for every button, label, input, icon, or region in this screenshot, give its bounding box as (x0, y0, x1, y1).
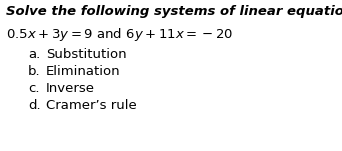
Text: Elimination: Elimination (46, 65, 121, 78)
Text: d.: d. (28, 99, 41, 112)
Text: b.: b. (28, 65, 41, 78)
Text: a.: a. (28, 48, 40, 61)
Text: c.: c. (28, 82, 39, 95)
Text: Cramer’s rule: Cramer’s rule (46, 99, 137, 112)
Text: Solve the following systems of linear equations.: Solve the following systems of linear eq… (6, 5, 342, 18)
Text: Inverse: Inverse (46, 82, 95, 95)
Text: Substitution: Substitution (46, 48, 127, 61)
Text: $0.5x + 3y = 9\ \mathrm{and}\ 6y + 11x = -20$: $0.5x + 3y = 9\ \mathrm{and}\ 6y + 11x =… (6, 26, 233, 43)
